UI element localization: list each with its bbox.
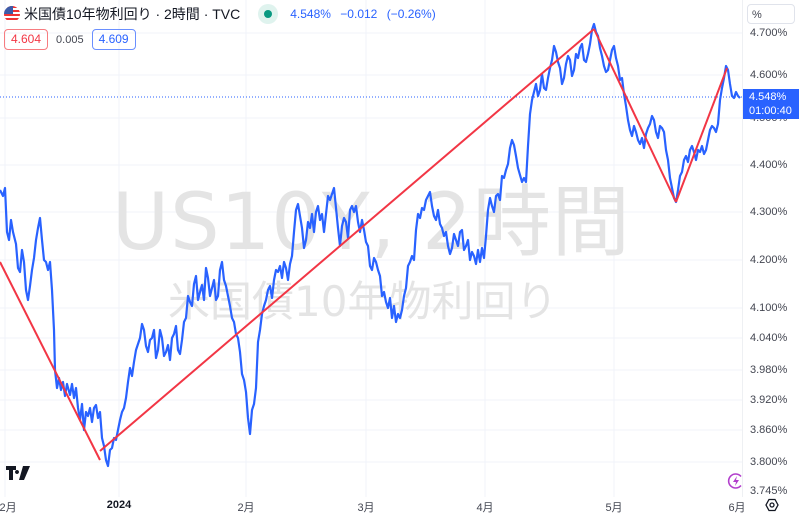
trendline-4 [675, 67, 728, 203]
y-tick: 3.860% [750, 424, 788, 436]
trend-lines [0, 28, 728, 461]
us-flag-icon [4, 6, 20, 22]
market-open-icon[interactable] [258, 4, 279, 24]
last-price: 4.548% [290, 7, 331, 21]
y-tick: 4.200% [750, 254, 788, 266]
x-tick: 3月 [357, 502, 375, 514]
x-tick: 4月 [476, 502, 494, 514]
x-tick: 6月 [728, 502, 746, 514]
time-scale[interactable]: 12月 2024 2月 3月 4月 5月 6月 [0, 497, 746, 515]
lightning-icon[interactable] [727, 472, 745, 490]
trendline-2 [99, 28, 595, 452]
sell-price-button[interactable]: 4.604 [4, 29, 49, 50]
settings-gear-icon[interactable] [765, 498, 779, 512]
chart-plot-area[interactable]: US10Y, 2時間 米国債10年物利回り 米国債10年物利回り · 2時間 ·… [0, 0, 742, 497]
y-tick: 4.040% [750, 332, 788, 344]
y-tick: 3.745% [750, 485, 788, 497]
y-tick: 4.600% [750, 69, 788, 81]
quote-values: 4.548% −0.012 (−0.26%) [290, 7, 441, 21]
x-tick: 5月 [605, 502, 623, 514]
current-price-label: 4.548% [749, 91, 787, 103]
y-tick: 3.980% [750, 364, 788, 376]
y-tick: 3.800% [750, 456, 788, 468]
series-svg [0, 22, 742, 468]
x-tick: 2月 [237, 502, 255, 514]
symbol-title[interactable]: 米国債10年物利回り · 2時間 · TVC [24, 6, 241, 22]
bar-countdown: 01:00:40 [749, 105, 792, 117]
y-tick: 4.100% [750, 302, 788, 314]
y-tick: 4.300% [750, 206, 788, 218]
price-change: −0.012 [340, 7, 378, 21]
current-price-tag: 4.548% 01:00:40 [743, 89, 799, 119]
y-tick: 4.700% [750, 27, 788, 39]
trendline-3 [593, 28, 677, 203]
us10y-line [0, 22, 741, 468]
spread-value: 0.005 [56, 33, 84, 46]
y-tick: 4.400% [750, 159, 788, 171]
percent-scale-toggle[interactable]: % [747, 4, 795, 24]
price-scale[interactable]: % 4.700% 4.600% 4.500% 4.400% 4.300% 4.2… [742, 0, 800, 497]
x-tick: 12月 [0, 502, 17, 514]
x-tick: 2024 [106, 499, 132, 511]
price-change-pct: (−0.26%) [386, 7, 436, 21]
buy-price-button[interactable]: 4.609 [91, 29, 136, 50]
bid-ask-row: 4.604 0.005 4.609 [4, 29, 136, 50]
y-tick: 3.920% [750, 394, 788, 406]
trendline-1 [0, 261, 101, 461]
chart-legend: 米国債10年物利回り · 2時間 · TVC 4.548% −0.012 (−0… [4, 4, 442, 24]
